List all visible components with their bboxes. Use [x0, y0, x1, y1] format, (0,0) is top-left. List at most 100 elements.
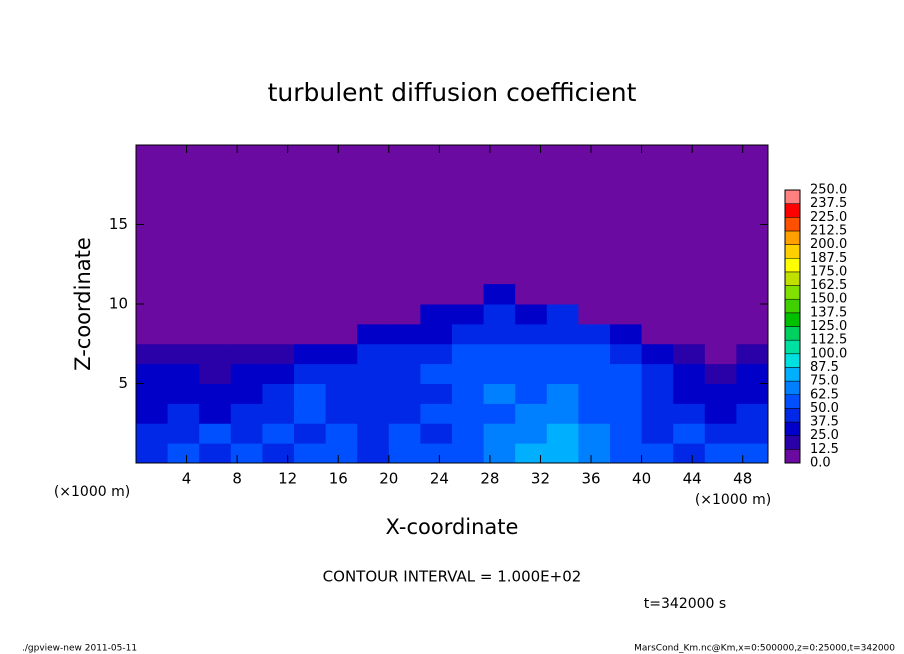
field-cell — [704, 343, 737, 365]
time-note: t=342000 s — [644, 596, 726, 612]
field-cell — [578, 363, 611, 384]
field-cell — [294, 403, 327, 424]
field-cell — [325, 443, 358, 464]
colorbar-label: 12.5 — [810, 442, 839, 457]
field-cell — [388, 323, 421, 345]
field-cell — [357, 363, 390, 384]
colorbar-swatch — [784, 394, 801, 409]
field-cell — [546, 363, 579, 384]
field-cell — [167, 423, 200, 444]
field-cell — [578, 284, 611, 305]
field-cell — [704, 443, 737, 464]
field-cell — [704, 363, 737, 384]
field-cell — [704, 423, 737, 444]
field-cell — [325, 343, 358, 365]
colorbar-swatch — [784, 285, 801, 300]
colorbar-label: 225.0 — [810, 210, 847, 225]
field-cell — [420, 284, 453, 305]
field-cell — [262, 304, 295, 325]
field-cell — [610, 383, 643, 404]
field-cell — [199, 284, 232, 305]
field-cell — [452, 443, 485, 464]
y-axis-label: Z-coordinate — [71, 237, 95, 371]
colorbar-label: 200.0 — [810, 237, 847, 252]
field-cell — [167, 284, 200, 305]
field-cell — [704, 304, 737, 325]
field-cell — [420, 403, 453, 424]
field-cell — [673, 423, 706, 444]
field-cell — [136, 284, 169, 305]
field-cell — [736, 304, 769, 325]
field-cell — [357, 343, 390, 365]
colorbar-label: 0.0 — [810, 456, 831, 471]
field-cell — [578, 403, 611, 424]
field-cell — [641, 343, 674, 365]
colorbar-swatch — [784, 421, 801, 436]
y-tick-label: 5 — [118, 374, 128, 392]
field-cell — [230, 343, 263, 365]
y-tick-label: 10 — [109, 295, 128, 313]
field-cell — [262, 423, 295, 444]
colorbar-label: 162.5 — [810, 278, 847, 293]
field-cell — [578, 343, 611, 365]
field-cell — [483, 284, 516, 305]
field-cell — [483, 304, 516, 325]
footer-left: ./gpview-new 2011-05-11 — [22, 644, 137, 654]
field-cell — [420, 423, 453, 444]
field-cell — [673, 403, 706, 424]
field-cell — [262, 323, 295, 345]
field-cell — [578, 383, 611, 404]
field-cell — [136, 383, 169, 404]
field-cell — [483, 443, 516, 464]
field-cell — [610, 323, 643, 345]
field-cell — [420, 383, 453, 404]
field-cell — [294, 363, 327, 384]
field-cell — [167, 304, 200, 325]
field-cell — [357, 423, 390, 444]
colorbar-swatch — [784, 367, 801, 382]
field-cell — [199, 363, 232, 384]
colorbar-swatch — [784, 326, 801, 341]
field-cell — [136, 343, 169, 365]
field-cell — [483, 363, 516, 384]
field-cell — [736, 363, 769, 384]
colorbar-label: 87.5 — [810, 360, 839, 375]
field-cell — [325, 304, 358, 325]
field-cell — [546, 443, 579, 464]
field-cell — [673, 443, 706, 464]
field-cell — [230, 284, 263, 305]
field-cell — [704, 284, 737, 305]
field-cell — [420, 343, 453, 365]
field-cell — [673, 363, 706, 384]
colorbar-swatch — [784, 312, 801, 327]
field-cell — [136, 403, 169, 424]
field-cell — [515, 403, 548, 424]
field-cell — [294, 284, 327, 305]
x-tick-label: 28 — [480, 470, 499, 488]
field-cell — [357, 403, 390, 424]
field-cell — [294, 304, 327, 325]
field-cell — [610, 304, 643, 325]
field-cell — [704, 383, 737, 404]
field-cell — [357, 323, 390, 345]
field-cell — [578, 323, 611, 345]
field-cell — [420, 323, 453, 345]
field-cell — [325, 284, 358, 305]
x-tick-label: 36 — [581, 470, 600, 488]
field-cell — [673, 323, 706, 345]
field-cell — [515, 383, 548, 404]
colorbar-label: 37.5 — [810, 415, 839, 430]
field-cell — [388, 363, 421, 384]
y-unit: (×1000 m) — [54, 484, 130, 500]
field-cell — [136, 363, 169, 384]
field-cell — [294, 383, 327, 404]
colorbar-label: 150.0 — [810, 292, 847, 307]
field-cell — [546, 304, 579, 325]
x-unit: (×1000 m) — [695, 492, 771, 508]
field-cell — [736, 423, 769, 444]
field-cell — [294, 443, 327, 464]
field-cell — [610, 284, 643, 305]
field-cell — [325, 383, 358, 404]
field-cell — [262, 343, 295, 365]
field — [136, 145, 769, 464]
